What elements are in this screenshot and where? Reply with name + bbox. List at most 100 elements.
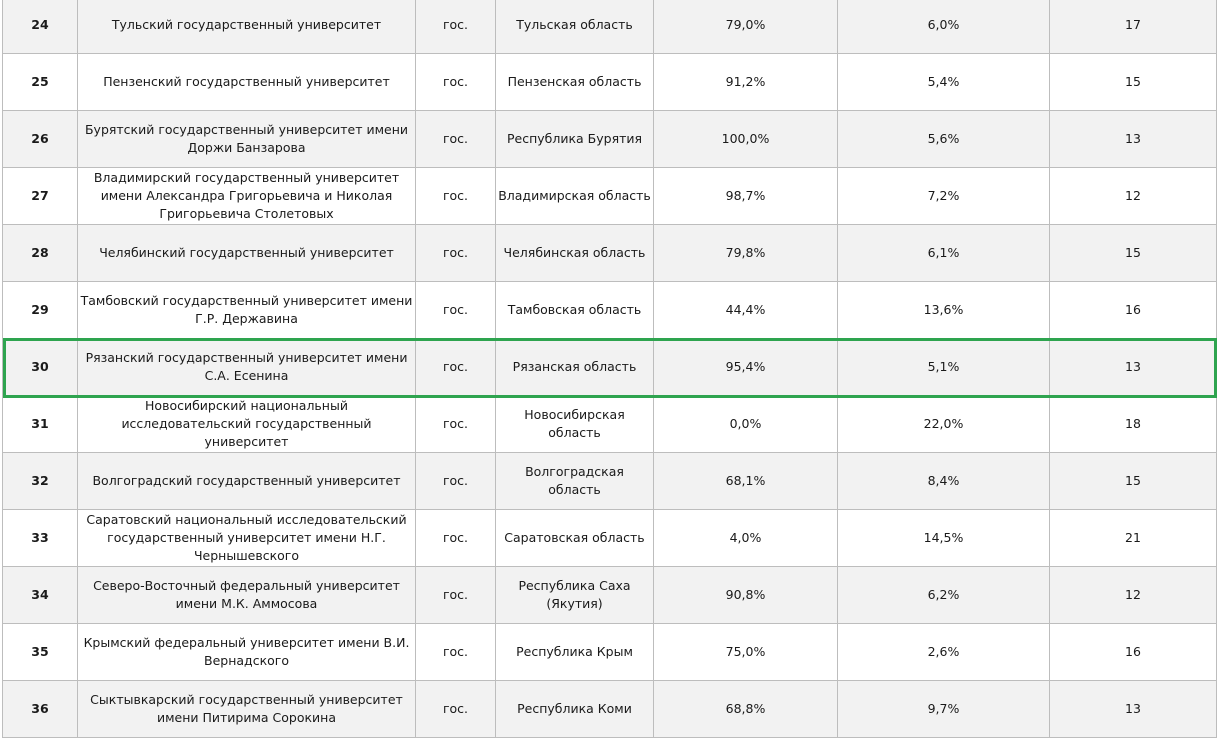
score-cell: 13 — [1049, 338, 1217, 396]
percent-second-cell: 6,1% — [837, 224, 1050, 282]
rank-cell: 31 — [2, 395, 78, 453]
region-cell: Пензенская область — [495, 53, 654, 111]
university-name-cell: Челябинский государственный университет — [77, 224, 416, 282]
rank-cell: 30 — [2, 338, 78, 396]
ownership-type-cell: гос. — [415, 566, 496, 624]
university-name-cell: Тамбовский государственный университет и… — [77, 281, 416, 339]
table-row: 33 Саратовский национальный исследователь… — [2, 509, 1217, 567]
university-name-cell: Новосибирский национальный исследователь… — [77, 395, 416, 453]
percent-first-cell: 98,7% — [653, 167, 838, 225]
ownership-type-cell: гос. — [415, 53, 496, 111]
score-cell: 15 — [1049, 224, 1217, 282]
rank-cell: 25 — [2, 53, 78, 111]
table-row-highlighted: 30 Рязанский государственный университет … — [2, 338, 1217, 396]
region-cell: Новосибирская область — [495, 395, 654, 453]
region-cell: Рязанская область — [495, 338, 654, 396]
table-row: 34 Северо-Восточный федеральный университ… — [2, 566, 1217, 624]
percent-first-cell: 90,8% — [653, 566, 838, 624]
percent-second-cell: 5,4% — [837, 53, 1050, 111]
ownership-type-cell: гос. — [415, 281, 496, 339]
table-row: 25 Пензенский государственный университет… — [2, 53, 1217, 111]
percent-first-cell: 0,0% — [653, 395, 838, 453]
ownership-type-cell: гос. — [415, 680, 496, 738]
percent-second-cell: 5,6% — [837, 110, 1050, 168]
score-cell: 16 — [1049, 281, 1217, 339]
university-name-cell: Владимирский государственный университет… — [77, 167, 416, 225]
region-cell: Республика Бурятия — [495, 110, 654, 168]
region-cell: Республика Коми — [495, 680, 654, 738]
region-cell: Республика Крым — [495, 623, 654, 681]
percent-second-cell: 7,2% — [837, 167, 1050, 225]
university-name-cell: Северо-Восточный федеральный университет… — [77, 566, 416, 624]
rank-cell: 27 — [2, 167, 78, 225]
score-cell: 15 — [1049, 452, 1217, 510]
percent-first-cell: 79,0% — [653, 0, 838, 54]
percent-first-cell: 95,4% — [653, 338, 838, 396]
percent-first-cell: 75,0% — [653, 623, 838, 681]
region-cell: Республика Саха (Якутия) — [495, 566, 654, 624]
university-name-cell: Рязанский государственный университет им… — [77, 338, 416, 396]
rank-cell: 26 — [2, 110, 78, 168]
ownership-type-cell: гос. — [415, 0, 496, 54]
ownership-type-cell: гос. — [415, 509, 496, 567]
table-row: 31 Новосибирский национальный исследовате… — [2, 395, 1217, 453]
ownership-type-cell: гос. — [415, 224, 496, 282]
ownership-type-cell: гос. — [415, 338, 496, 396]
percent-first-cell: 44,4% — [653, 281, 838, 339]
ownership-type-cell: гос. — [415, 452, 496, 510]
ownership-type-cell: гос. — [415, 623, 496, 681]
percent-first-cell: 4,0% — [653, 509, 838, 567]
score-cell: 18 — [1049, 395, 1217, 453]
score-cell: 16 — [1049, 623, 1217, 681]
university-name-cell: Саратовский национальный исследовательск… — [77, 509, 416, 567]
university-name-cell: Сыктывкарский государственный университе… — [77, 680, 416, 738]
percent-second-cell: 13,6% — [837, 281, 1050, 339]
score-cell: 15 — [1049, 53, 1217, 111]
table-row: 27 Владимирский государственный университ… — [2, 167, 1217, 225]
ownership-type-cell: гос. — [415, 110, 496, 168]
table-row: 32 Волгоградский государственный универси… — [2, 452, 1217, 510]
region-cell: Челябинская область — [495, 224, 654, 282]
percent-first-cell: 91,2% — [653, 53, 838, 111]
score-cell: 13 — [1049, 110, 1217, 168]
rank-cell: 35 — [2, 623, 78, 681]
rank-cell: 29 — [2, 281, 78, 339]
table-row: 35 Крымский федеральный университет имени… — [2, 623, 1217, 681]
percent-second-cell: 2,6% — [837, 623, 1050, 681]
score-cell: 21 — [1049, 509, 1217, 567]
percent-second-cell: 6,0% — [837, 0, 1050, 54]
table-row: 28 Челябинский государственный университе… — [2, 224, 1217, 282]
percent-second-cell: 22,0% — [837, 395, 1050, 453]
university-name-cell: Волгоградский государственный университе… — [77, 452, 416, 510]
university-name-cell: Пензенский государственный университет — [77, 53, 416, 111]
percent-first-cell: 68,8% — [653, 680, 838, 738]
table-row: 29 Тамбовский государственный университет… — [2, 281, 1217, 339]
rank-cell: 24 — [2, 0, 78, 54]
table-row: 36 Сыктывкарский государственный универси… — [2, 680, 1217, 738]
percent-second-cell: 9,7% — [837, 680, 1050, 738]
percent-second-cell: 8,4% — [837, 452, 1050, 510]
rank-cell: 32 — [2, 452, 78, 510]
rank-cell: 34 — [2, 566, 78, 624]
university-name-cell: Бурятский государственный университет им… — [77, 110, 416, 168]
university-name-cell: Тульский государственный университет — [77, 0, 416, 54]
score-cell: 13 — [1049, 680, 1217, 738]
region-cell: Владимирская область — [495, 167, 654, 225]
percent-first-cell: 68,1% — [653, 452, 838, 510]
region-cell: Саратовская область — [495, 509, 654, 567]
percent-first-cell: 100,0% — [653, 110, 838, 168]
score-cell: 12 — [1049, 566, 1217, 624]
region-cell: Волгоградская область — [495, 452, 654, 510]
score-cell: 17 — [1049, 0, 1217, 54]
percent-second-cell: 14,5% — [837, 509, 1050, 567]
region-cell: Тамбовская область — [495, 281, 654, 339]
ownership-type-cell: гос. — [415, 167, 496, 225]
percent-first-cell: 79,8% — [653, 224, 838, 282]
rank-cell: 36 — [2, 680, 78, 738]
ownership-type-cell: гос. — [415, 395, 496, 453]
rank-cell: 33 — [2, 509, 78, 567]
university-name-cell: Крымский федеральный университет имени В… — [77, 623, 416, 681]
region-cell: Тульская область — [495, 0, 654, 54]
